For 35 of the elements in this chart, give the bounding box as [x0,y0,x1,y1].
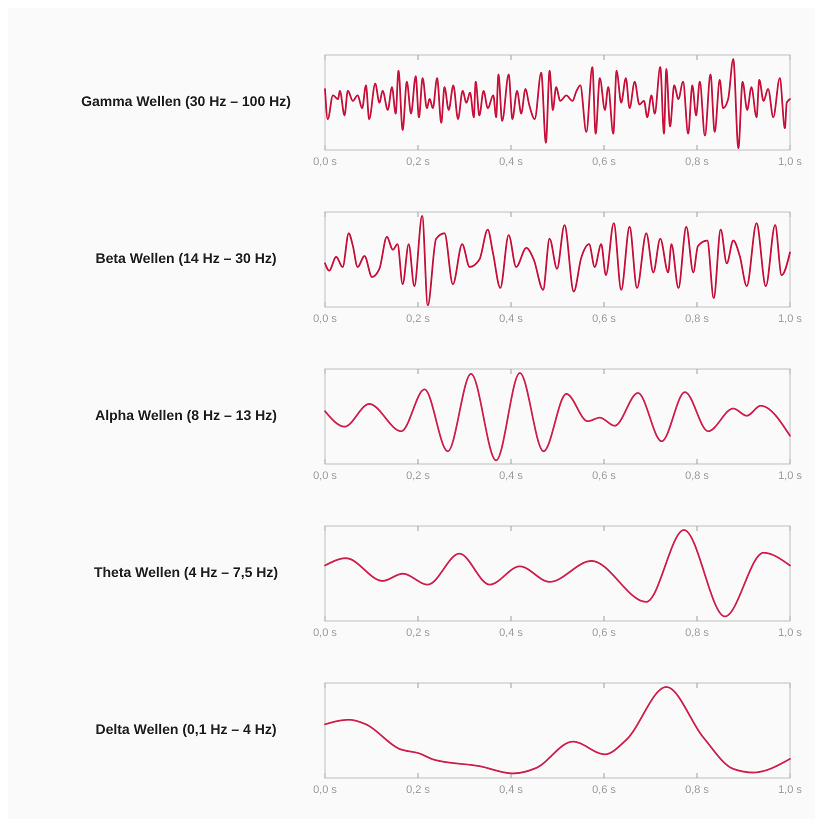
x-tick-label: 0,2 s [406,627,430,639]
text: Delta Wellen (0,1 Hz – 4 Hz) [95,721,277,738]
x-tick-label: 1,0 s [778,784,802,796]
x-tick-label: 0,0 s [313,156,338,168]
x-tick-label: 0,8 s [685,784,710,796]
x-tick-label: 0,8 s [685,470,710,482]
x-tick-label: 0,6 s [592,470,616,482]
text: Beta Wellen (14 Hz – 30 Hz) [95,250,277,266]
x-tick-label: 0,6 s [592,784,616,796]
x-tick-label: 0,6 s [592,313,616,325]
x-tick-label: 0,8 s [685,156,710,168]
x-tick-label: 0,2 s [406,470,430,482]
x-tick-label: 1,0 s [778,627,802,639]
x-tick-label: 0,0 s [313,313,338,325]
x-tick-label: 0,6 s [592,156,616,168]
x-tick-label: 0,0 s [313,784,338,796]
x-tick-label: 0,2 s [406,156,430,168]
x-tick-label: 0,4 s [499,313,524,325]
text: Theta Wellen (4 Hz – 7,5 Hz) [94,564,278,580]
x-tick-label: 0,4 s [499,156,524,168]
x-tick-label: 0,2 s [406,784,430,796]
x-tick-label: 0,4 s [499,470,524,482]
x-tick-label: 0,4 s [499,627,524,639]
x-tick-label: 1,0 s [778,470,802,482]
x-tick-label: 1,0 s [778,156,802,168]
x-tick-label: 0,8 s [685,313,710,325]
x-tick-label: 1,0 s [778,313,802,325]
x-tick-label: 0,0 s [313,627,338,639]
text: Gamma Wellen (30 Hz – 100 Hz) [81,93,291,110]
x-tick-label: 0,6 s [592,627,616,639]
x-tick-label: 0,2 s [406,313,430,325]
x-tick-label: 0,8 s [685,627,710,639]
text: Alpha Wellen (8 Hz – 13 Hz) [95,407,277,424]
x-tick-label: 0,0 s [313,470,338,482]
x-tick-label: 0,4 s [499,784,524,796]
